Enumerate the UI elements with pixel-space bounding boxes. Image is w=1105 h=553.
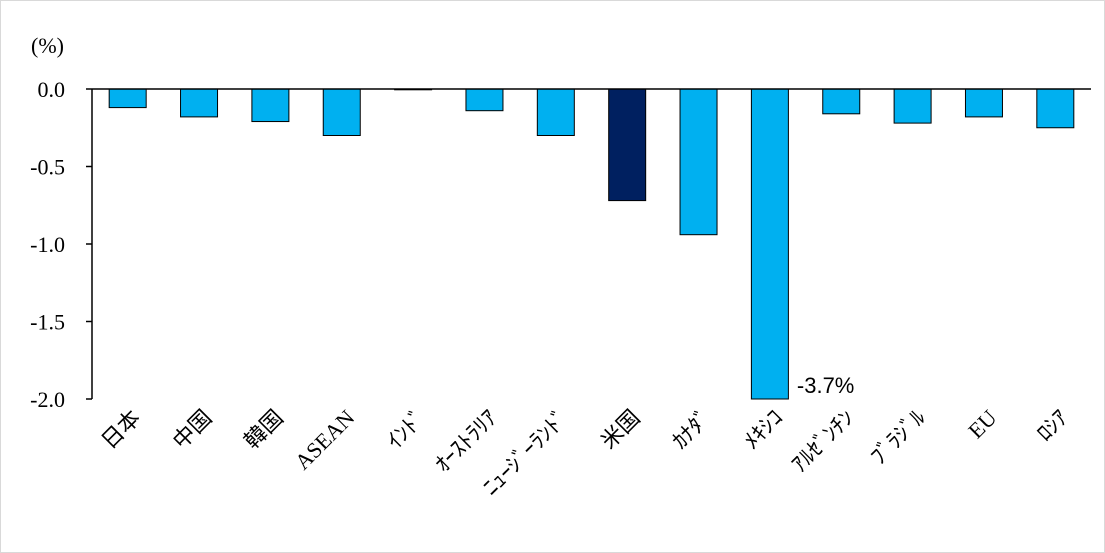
- y-tick-label: -1.0: [30, 232, 65, 257]
- x-category-label: 韓国: [239, 405, 288, 454]
- x-category-label: ｵｰｽﾄﾗﾘｱ: [430, 405, 502, 477]
- x-category-label: 中国: [168, 405, 217, 454]
- mexico-value-annotation: -3.7%: [797, 373, 854, 398]
- y-tick-label: -2.0: [30, 387, 65, 412]
- bar: [180, 88, 219, 118]
- x-category-label: ｶﾅﾀﾞ: [667, 405, 716, 454]
- x-category-label: ｱﾙｾﾞﾝﾁﾝ: [787, 405, 859, 477]
- bar: [322, 88, 361, 136]
- bar: [536, 88, 575, 136]
- bar: [964, 88, 1003, 118]
- bar: [893, 88, 932, 124]
- y-tick-label: -1.5: [30, 310, 65, 335]
- bar: [465, 88, 504, 112]
- x-category-label: 米国: [596, 405, 645, 454]
- y-axis-unit-label: (%): [31, 33, 64, 58]
- x-category-label: ﾒｷｼｺ: [739, 405, 788, 454]
- y-axis-ticks: 0.0 -0.5 -1.0 -1.5 -2.0: [30, 77, 92, 412]
- bar: [822, 88, 861, 115]
- bar: [750, 88, 789, 400]
- bar: [679, 88, 718, 236]
- bar: [251, 88, 290, 123]
- bar: [608, 88, 647, 202]
- y-tick-label: -0.5: [30, 155, 65, 180]
- x-category-label: ﾌﾞﾗｼﾞﾙ: [866, 405, 930, 469]
- bar: [108, 88, 147, 109]
- y-tick-label: 0.0: [38, 77, 66, 102]
- bar: [1036, 88, 1075, 129]
- x-category-label: ｲﾝﾄﾞ: [382, 405, 431, 454]
- x-category-label: EU: [963, 405, 1001, 443]
- x-category-label: ﾛｼｱ: [1032, 405, 1073, 446]
- bars-group: [108, 88, 1075, 400]
- x-category-label: 日本: [96, 405, 145, 454]
- x-category-label: ASEAN: [290, 405, 360, 475]
